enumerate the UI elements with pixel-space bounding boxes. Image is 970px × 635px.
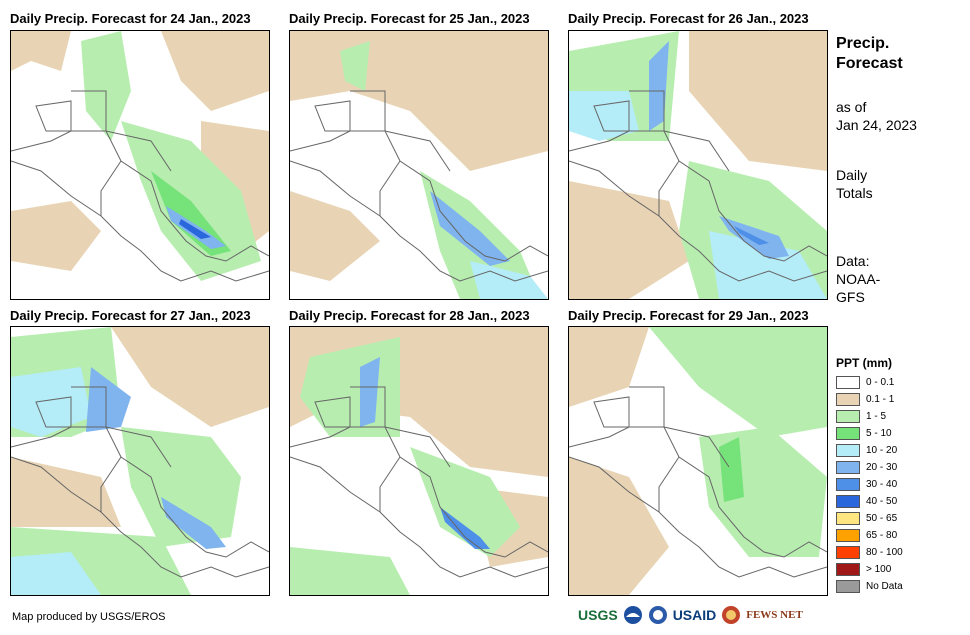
panel-title-jan24: Daily Precip. Forecast for 24 Jan., 2023 [10,11,251,26]
usaid-logo: USAID [672,607,717,623]
map-panel-jan27 [10,326,270,596]
daily-totals-line2: Totals [836,185,873,201]
legend-swatch [836,375,860,389]
country-borders [11,386,269,578]
legend-swatch [836,409,860,423]
legend-label: No Data [866,580,903,592]
data-source-line1: Data: [836,253,870,269]
legend-label: 80 - 100 [866,546,903,558]
legend-label: 0.1 - 1 [866,393,895,405]
map-panel-jan25 [289,30,549,300]
legend-item: 30 - 40 [836,476,897,492]
precip-areas [11,31,269,281]
legend-label: 50 - 65 [866,512,898,524]
legend-item: 0 - 0.1 [836,374,894,390]
data-source-line2: NOAA- [836,271,881,287]
panel-title-jan29: Daily Precip. Forecast for 29 Jan., 2023 [568,308,809,323]
legend-label: 0 - 0.1 [866,376,895,388]
legend-swatch [836,545,860,559]
country-borders [569,386,827,578]
precip-areas [11,327,269,595]
legend-item: 5 - 10 [836,425,892,441]
legend-item: 10 - 20 [836,442,897,458]
legend-label: 65 - 80 [866,529,898,541]
forecast-title-line1: Precip. [836,35,890,52]
country-borders [290,90,548,282]
precip-areas [569,31,827,299]
legend-swatch [836,528,860,542]
legend-item: 0.1 - 1 [836,391,894,407]
legend-label: 1 - 5 [866,410,887,422]
legend-swatch [836,443,860,457]
legend-label: 40 - 50 [866,495,898,507]
panel-title-jan28: Daily Precip. Forecast for 28 Jan., 2023 [289,308,530,323]
legend-title: PPT (mm) [836,356,893,370]
map-panel-jan26 [568,30,828,300]
forecast-title-line2: Forecast [836,55,903,72]
legend-swatch [836,579,860,593]
legend-label: > 100 [866,563,892,575]
country-borders [290,386,548,578]
legend-item: No Data [836,578,903,594]
usgs-logo: USGS [578,607,618,623]
as-of-date: as of Jan 24, 2023 [836,98,917,134]
legend-item: 20 - 30 [836,459,897,475]
legend-swatch [836,460,860,474]
fewsnet-logo: FEWS NET [746,609,803,621]
precip-areas [290,31,548,299]
credit-text: Map produced by USGS/EROS [12,611,166,623]
data-source-line3: GFS [836,289,865,305]
map-panel-jan29 [568,326,828,596]
legend-swatch [836,562,860,576]
legend-item: 1 - 5 [836,408,886,424]
map-panel-jan28 [289,326,549,596]
legend-item: 50 - 65 [836,510,897,526]
legend-swatch [836,426,860,440]
daily-totals-line1: Daily [836,167,868,183]
daily-totals-note: Daily Totals [836,166,873,202]
panel-title-jan27: Daily Precip. Forecast for 27 Jan., 2023 [10,308,251,323]
country-borders [569,90,827,282]
as-of-value: Jan 24, 2023 [836,117,917,133]
legend-label: 5 - 10 [866,427,892,439]
forecast-title: Precip. Forecast [836,34,903,74]
noaa-logo [623,606,642,624]
legend-item: > 100 [836,561,891,577]
legend-item: 40 - 50 [836,493,897,509]
fewsnet-emblem [722,606,741,624]
panel-title-jan26: Daily Precip. Forecast for 26 Jan., 2023 [568,11,809,26]
legend-label: 10 - 20 [866,444,898,456]
legend-label: 30 - 40 [866,478,898,490]
legend-swatch [836,392,860,406]
as-of-label: as of [836,99,867,115]
legend-swatch [836,477,860,491]
partner-logos: USGS USAID FEWS NET [578,603,803,627]
panel-title-jan25: Daily Precip. Forecast for 25 Jan., 2023 [289,11,530,26]
country-borders [11,90,269,282]
precip-areas [569,327,827,595]
nasa-seal-logo [648,606,667,624]
legend-swatch [836,511,860,525]
legend-swatch [836,494,860,508]
legend-label: 20 - 30 [866,461,898,473]
legend-item: 80 - 100 [836,544,903,560]
legend-item: 65 - 80 [836,527,897,543]
data-source-note: Data: NOAA- GFS [836,252,880,306]
map-panel-jan24 [10,30,270,300]
